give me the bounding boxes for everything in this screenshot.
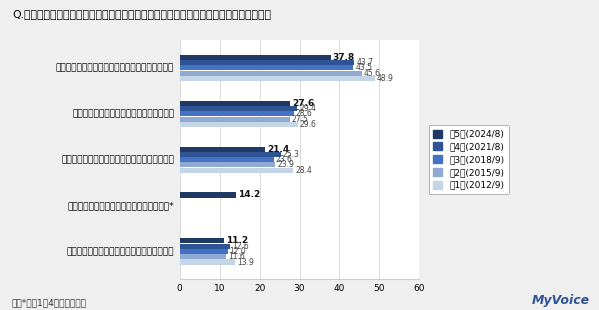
Text: 23.6: 23.6 [276, 155, 293, 164]
Text: 11.6: 11.6 [228, 252, 245, 261]
Text: 29.4: 29.4 [299, 104, 316, 113]
Text: 28.6: 28.6 [296, 109, 313, 118]
Bar [180, 157, 274, 162]
Bar [180, 249, 228, 254]
Text: 23.9: 23.9 [277, 161, 294, 170]
Text: Q.砂糖・糖分の摂取について、気をつけていること・心がけていることはありますか？: Q.砂糖・糖分の摂取について、気をつけていること・心がけていることはありますか？ [12, 9, 271, 19]
Bar [180, 101, 290, 106]
Text: 13.9: 13.9 [237, 258, 254, 267]
Bar [180, 152, 281, 157]
Bar [180, 106, 297, 111]
Text: 37.8: 37.8 [332, 53, 355, 62]
Text: 28.4: 28.4 [295, 166, 312, 175]
Text: 27.5: 27.5 [292, 114, 308, 123]
Text: 45.6: 45.6 [364, 69, 381, 78]
Bar [180, 168, 293, 173]
Text: 29.6: 29.6 [300, 120, 317, 129]
Text: 12.0: 12.0 [229, 247, 246, 256]
Text: 21.4: 21.4 [267, 144, 289, 153]
Bar [180, 117, 289, 122]
Bar [180, 254, 226, 259]
Bar [180, 76, 375, 81]
Bar [180, 65, 353, 70]
Bar [180, 162, 275, 167]
Bar [180, 244, 230, 249]
Bar [180, 55, 331, 60]
Text: 12.6: 12.6 [232, 242, 249, 251]
Text: 48.9: 48.9 [377, 74, 394, 83]
Bar [180, 193, 237, 197]
Bar [180, 71, 362, 76]
Bar [180, 60, 354, 65]
Text: 25.3: 25.3 [283, 150, 300, 159]
Text: 注）*は第1～4回にはない。: 注）*は第1～4回にはない。 [12, 298, 87, 307]
Legend: 第5回(2024/8), 第4回(2021/8), 第3回(2018/9), 第2回(2015/9), 第1回(2012/9): 第5回(2024/8), 第4回(2021/8), 第3回(2018/9), 第… [429, 125, 509, 194]
Text: 43.7: 43.7 [356, 58, 373, 67]
Bar [180, 111, 294, 116]
Text: 14.2: 14.2 [238, 191, 261, 200]
Bar [180, 122, 298, 127]
Text: 27.6: 27.6 [292, 99, 314, 108]
Bar [180, 259, 235, 264]
Text: 11.2: 11.2 [226, 237, 249, 246]
Bar [180, 147, 265, 152]
Bar [180, 238, 225, 243]
Text: MyVoice: MyVoice [532, 294, 590, 307]
Text: 43.5: 43.5 [355, 63, 373, 72]
